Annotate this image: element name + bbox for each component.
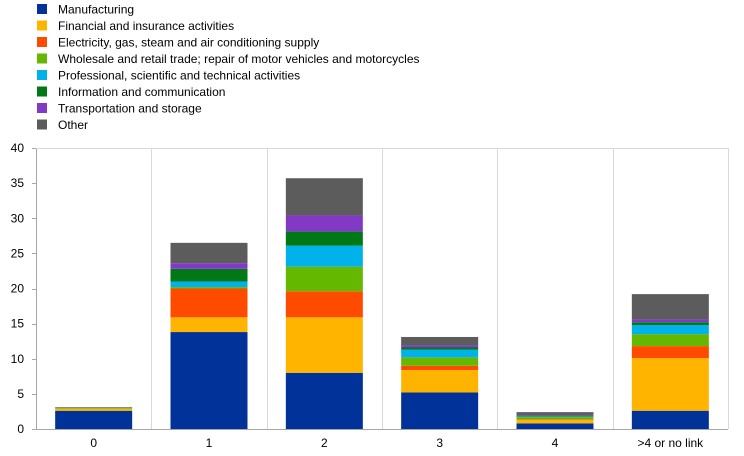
legend-swatch: [37, 37, 47, 47]
axes: [36, 148, 729, 430]
y-tick-label: 5: [17, 387, 24, 401]
bar-segment: [631, 410, 709, 429]
legend-label: Transportation and storage: [58, 102, 202, 116]
bar-segment: [516, 414, 594, 416]
bar-segment: [401, 392, 479, 429]
bar-segment: [170, 287, 248, 289]
bar-segment: [401, 336, 479, 346]
bar-segment: [631, 334, 709, 347]
bar-segment: [401, 345, 479, 348]
legend-label: Professional, scientific and technical a…: [58, 69, 300, 83]
legend-swatch: [37, 119, 47, 130]
bar-segment: [516, 417, 594, 420]
bars: [55, 178, 709, 429]
y-tick-label: 35: [11, 176, 25, 190]
x-axis-ticks: 0 1 2 3 4 >4 or no link: [90, 436, 704, 450]
bar-segment: [516, 415, 594, 417]
bar-segment: [170, 288, 248, 318]
y-axis-ticks: 0 5 10 15 20 25 30 35 40: [11, 141, 36, 436]
legend-label: Wholesale and retail trade; repair of mo…: [58, 52, 420, 66]
legend-label: Information and communication: [58, 85, 225, 99]
bar-segment: [516, 412, 594, 415]
bar-segment: [516, 416, 594, 418]
legend-swatch: [37, 53, 47, 64]
legend-swatch: [37, 4, 47, 14]
bar-segment: [516, 423, 594, 429]
x-tick-label: 4: [552, 436, 559, 450]
bar-segment: [401, 347, 479, 350]
bar-segment: [631, 325, 709, 335]
bar-segment: [55, 410, 133, 429]
bar-segment: [170, 242, 248, 264]
legend: Manufacturing Financial and insurance act…: [37, 3, 420, 132]
bar-segment: [631, 358, 709, 411]
bar-segment: [170, 332, 248, 429]
legend-swatch: [37, 20, 47, 31]
bar-segment: [631, 346, 709, 359]
y-tick-label: 20: [11, 282, 25, 296]
plot-area: 0 5 10 15 20 25 30 35 40 0 1 2 3 4 >4 or no link: [11, 141, 729, 450]
bar-segment: [285, 245, 363, 267]
bar-segment: [170, 263, 248, 269]
legend-swatch: [37, 86, 47, 97]
bar-segment: [55, 408, 133, 411]
bar-segment: [170, 268, 248, 282]
bar-segment: [285, 231, 363, 246]
y-tick-label: 15: [11, 317, 25, 331]
x-tick-label: 0: [90, 436, 97, 450]
bar-segment: [631, 322, 709, 326]
legend-label: Manufacturing: [58, 3, 134, 17]
grid-lines: [151, 148, 614, 429]
legend-label: Financial and insurance activities: [58, 19, 234, 33]
bar-segment: [401, 349, 479, 358]
bar-segment: [170, 281, 248, 288]
x-tick-label: 1: [206, 436, 213, 450]
legend-label: Other: [58, 118, 88, 132]
y-tick-label: 40: [11, 141, 25, 155]
bar-segment: [401, 357, 479, 366]
x-tick-label: >4 or no link: [637, 436, 704, 450]
bar-segment: [285, 178, 363, 216]
legend-swatch: [37, 103, 47, 113]
y-tick-label: 25: [11, 246, 25, 260]
bar-segment: [516, 419, 594, 420]
bar-segment: [55, 407, 133, 408]
bar-segment: [285, 266, 363, 292]
y-tick-label: 10: [11, 352, 25, 366]
legend-label: Electricity, gas, steam and air conditio…: [58, 36, 319, 50]
legend-swatch: [37, 70, 47, 80]
bar-segment: [401, 369, 479, 393]
bar-segment: [401, 365, 479, 370]
bar-segment: [55, 407, 133, 409]
bar-segment: [170, 317, 248, 333]
bar-segment: [285, 291, 363, 318]
y-tick-label: 30: [11, 211, 25, 225]
y-tick-label: 0: [17, 422, 24, 436]
bar-segment: [631, 294, 709, 320]
bar-segment: [285, 215, 363, 232]
x-tick-label: 3: [436, 436, 443, 450]
bar-segment: [631, 319, 709, 323]
bar-segment: [285, 372, 363, 429]
x-tick-label: 2: [321, 436, 328, 450]
bar-segment: [285, 317, 363, 373]
bar-segment: [516, 419, 594, 424]
